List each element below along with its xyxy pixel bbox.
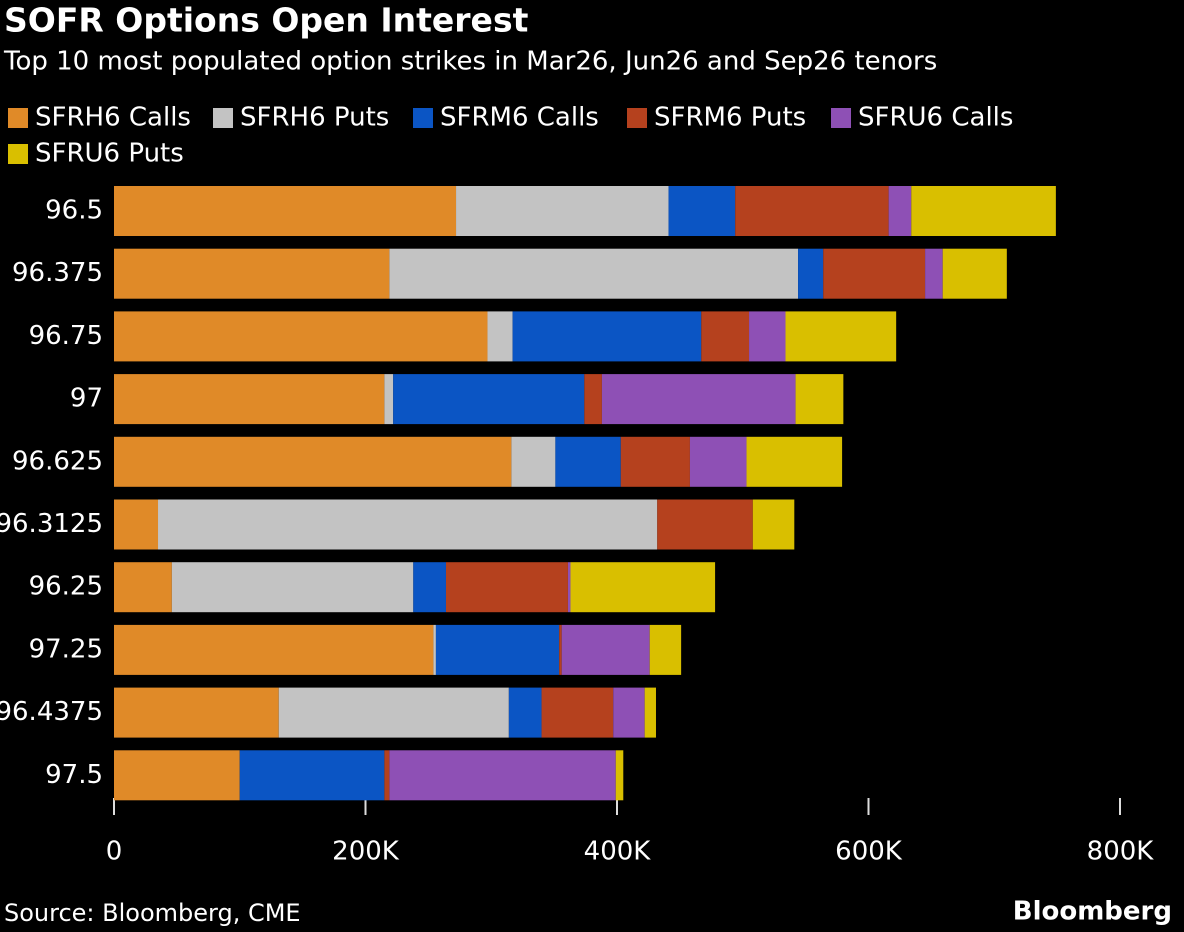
bar-segment [158,499,658,550]
bar-segment [613,687,645,738]
bar-segment [795,374,844,425]
x-tick-label: 800K [1087,837,1155,867]
bar-segment [114,436,512,487]
bar-segment [615,750,624,801]
bar-segment [114,750,240,801]
legend-label: SFRH6 Calls [35,103,191,133]
bar-segment [114,186,457,236]
x-tick-label: 600K [835,837,903,867]
bar-segment [445,562,568,613]
chart-subtitle: Top 10 most populated option strikes in … [3,47,937,77]
x-tick-label: 200K [332,837,400,867]
bar-segment [823,248,926,299]
bar-segment [278,687,509,738]
bar-segment [393,374,585,425]
bar-segment [888,186,912,236]
bar-segment [925,248,943,299]
bar-segment [114,311,488,362]
brand: Bloomberg [1013,897,1172,927]
bar-segment [555,436,621,487]
y-tick-label: 97.25 [29,634,103,664]
chart-title: SOFR Options Open Interest [4,1,529,40]
legend-swatch [831,108,851,128]
bar-segment [668,186,736,236]
y-tick-label: 97.5 [45,760,103,790]
bar-segment [456,186,669,236]
bar-segment [701,311,750,362]
bar-segment [746,436,843,487]
bar-segment [114,624,434,675]
legend-label: SFRH6 Puts [240,103,389,133]
bar-segment [561,624,650,675]
bar-segment [657,499,753,550]
bar-segment [384,374,394,425]
x-tick-label: 400K [584,837,652,867]
bar-segment [114,562,172,613]
legend-swatch [627,108,647,128]
legend-label: SFRU6 Calls [858,103,1013,133]
bar-segment [620,436,690,487]
y-tick-label: 96.75 [29,321,103,351]
legend-label: SFRM6 Calls [440,103,599,133]
bar-segment [644,687,656,738]
y-tick-label: 96.625 [12,446,103,476]
bar-segment [511,436,556,487]
legend-label: SFRU6 Puts [35,139,184,169]
legend-swatch [213,108,233,128]
bar-segment [114,374,385,425]
legend-swatch [8,108,28,128]
bar-segment [785,311,897,362]
bar-segment [749,311,786,362]
bar-segment [911,186,1056,236]
bar-segment [512,311,702,362]
bar-segment [798,248,824,299]
bar-segment [735,186,889,236]
bar-segment [433,624,436,675]
y-tick-label: 96.375 [12,258,103,288]
source: Source: Bloomberg, CME [4,899,301,927]
bar-segment [435,624,560,675]
bar-segment [649,624,682,675]
bar-segment [508,687,542,738]
bar-segment [601,374,796,425]
bar-segment [114,499,159,550]
legend-label: SFRM6 Puts [654,103,806,133]
y-tick-label: 96.5 [45,196,103,226]
bar-segment [239,750,385,801]
bar-segment [171,562,414,613]
bar-segment [689,436,747,487]
bar-segment [389,248,799,299]
bar-segment [752,499,795,550]
bar-segment [541,687,614,738]
bar-segment [487,311,513,362]
legend-swatch [413,108,433,128]
y-tick-label: 96.4375 [0,697,103,727]
bar-segment [114,248,390,299]
bar-segment [567,562,571,613]
bar-segment [413,562,446,613]
bar-segment [389,750,616,801]
y-tick-label: 96.25 [29,572,103,602]
bar-segment [942,248,1007,299]
bar-segment [570,562,716,613]
bar-segment [384,750,390,801]
x-tick-label: 0 [106,837,123,867]
y-tick-label: 96.3125 [0,509,103,539]
y-tick-label: 97 [70,384,103,414]
bar-segment [584,374,602,425]
legend-swatch [8,144,28,164]
bar-segment [559,624,562,675]
bar-segment [114,687,279,738]
